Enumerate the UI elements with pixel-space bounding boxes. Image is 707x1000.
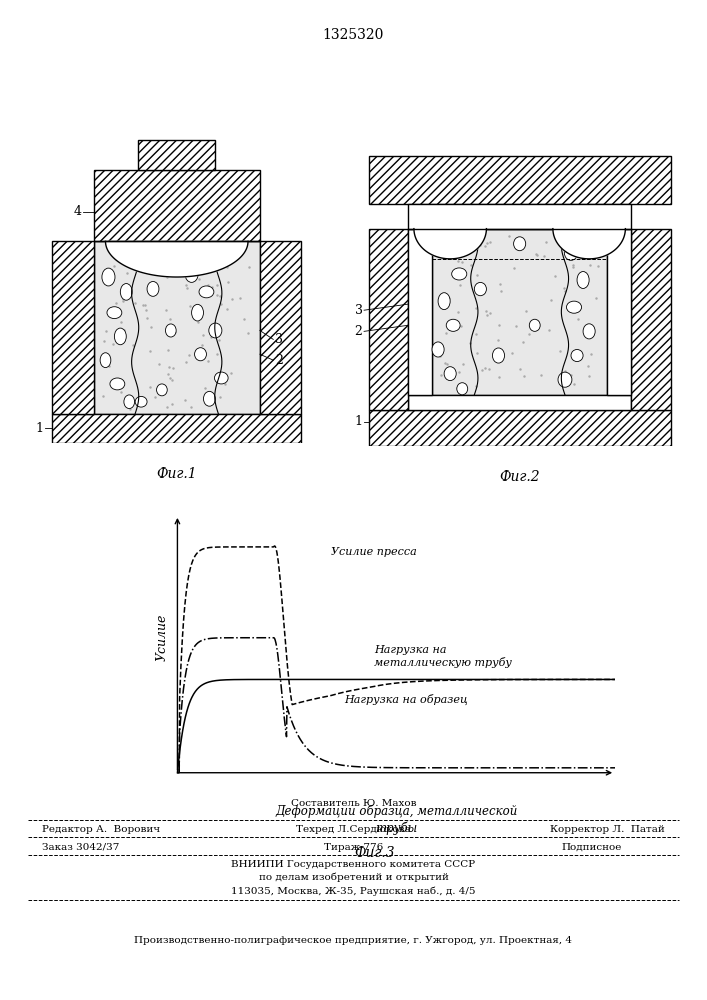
Ellipse shape [194,348,206,361]
Text: Усилие: Усилие [156,614,168,661]
Bar [408,204,631,229]
Ellipse shape [577,272,589,288]
Bar [368,156,671,204]
Ellipse shape [192,304,204,321]
Text: 113035, Москва, Ж-35, Раушская наб., д. 4/5: 113035, Москва, Ж-35, Раушская наб., д. … [231,886,476,896]
Ellipse shape [564,245,578,260]
Bar [408,229,432,395]
Text: Редактор А.  Ворович: Редактор А. Ворович [42,825,160,834]
Ellipse shape [566,301,582,313]
Bar [52,241,93,414]
Bar [52,241,93,414]
Ellipse shape [165,324,176,337]
Ellipse shape [583,324,595,339]
Text: Усилие пресса: Усилие пресса [331,547,416,557]
Text: ВНИИПИ Государственного комитета СССР: ВНИИПИ Государственного комитета СССР [231,860,476,869]
Ellipse shape [147,281,159,296]
Text: 2: 2 [275,354,283,367]
Bar [368,410,671,446]
Polygon shape [414,229,486,259]
Polygon shape [553,229,626,259]
Text: Тираж 776: Тираж 776 [324,843,383,852]
Bar [138,140,216,170]
Bar [631,229,671,410]
Text: 3: 3 [355,304,363,317]
Ellipse shape [441,242,453,257]
Bar [52,414,301,443]
Ellipse shape [432,342,444,357]
Text: Фиг.2: Фиг.2 [499,470,540,484]
Text: Деформации образца, металлической
трубы: Деформации образца, металлической трубы [275,805,518,835]
Ellipse shape [452,268,467,280]
Ellipse shape [107,307,122,319]
Bar [368,229,408,410]
Text: Составитель Ю. Махов: Составитель Ю. Махов [291,799,416,808]
Text: Корректор Л.  Патай: Корректор Л. Патай [550,825,665,834]
Bar [93,170,260,241]
Text: Фиг.3: Фиг.3 [354,846,395,860]
Bar [52,414,301,443]
Bar [260,241,301,414]
Text: Подписное: Подписное [562,843,622,852]
Polygon shape [105,241,248,277]
Text: 1325320: 1325320 [323,28,384,42]
Text: Техред Л.Сердюкова: Техред Л.Сердюкова [296,825,411,834]
Ellipse shape [199,286,214,298]
Text: Производственно-полиграфическое предприятие, г. Ужгород, ул. Проектная, 4: Производственно-полиграфическое предприя… [134,936,573,945]
Bar [432,229,607,395]
Bar [93,170,260,241]
Bar [368,229,408,410]
Ellipse shape [457,383,468,395]
Ellipse shape [530,319,540,331]
Ellipse shape [558,372,572,387]
Ellipse shape [110,378,124,390]
Ellipse shape [438,293,450,310]
Text: 4: 4 [74,205,82,218]
Ellipse shape [446,319,460,331]
Ellipse shape [115,328,127,345]
Ellipse shape [214,372,228,384]
Ellipse shape [571,349,583,362]
Ellipse shape [204,391,216,406]
Bar [607,229,631,395]
Text: 1: 1 [355,415,363,428]
Ellipse shape [209,323,222,338]
Ellipse shape [156,384,168,396]
Ellipse shape [102,268,115,286]
Bar [260,241,301,414]
Bar [138,140,216,170]
Ellipse shape [493,348,505,363]
Text: 4: 4 [515,165,524,178]
Ellipse shape [513,237,526,251]
Text: по делам изобретений и открытий: по делам изобретений и открытий [259,873,448,882]
Text: 1: 1 [35,422,43,435]
Text: Нагрузка на образец: Нагрузка на образец [344,693,467,705]
Ellipse shape [185,266,198,282]
Bar [368,156,671,204]
Text: Заказ 3042/37: Заказ 3042/37 [42,843,119,852]
Text: 3: 3 [275,333,283,346]
Ellipse shape [100,353,111,368]
Bar [408,395,631,410]
Ellipse shape [474,282,486,296]
Bar [368,410,671,446]
Ellipse shape [124,395,134,409]
Bar [93,241,260,414]
Text: 2: 2 [355,325,363,338]
Ellipse shape [120,284,132,300]
Ellipse shape [135,396,147,407]
Bar [631,229,671,410]
Ellipse shape [444,367,456,381]
Text: Фиг.1: Фиг.1 [156,467,197,481]
Text: Нагрузка на
металлическую трубу: Нагрузка на металлическую трубу [375,645,513,668]
